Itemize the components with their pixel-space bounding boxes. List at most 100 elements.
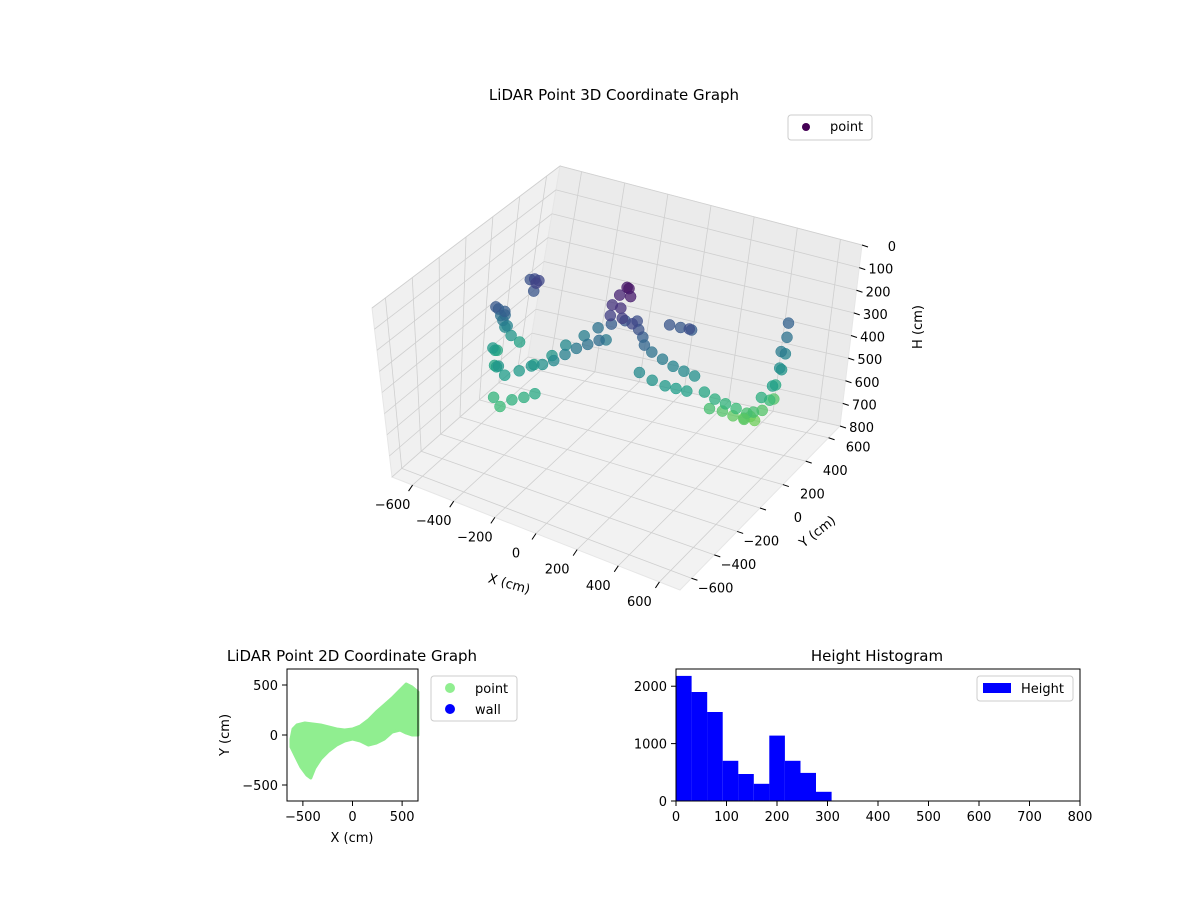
chart-3d-floor-gridline-y (479, 399, 783, 485)
chart-hist-bar (753, 783, 770, 801)
chart-3d-back-gridline-z (543, 261, 852, 336)
chart-3d-left-gridline-z (384, 285, 541, 414)
chart-3d-point (547, 354, 560, 367)
chart-3d-point (525, 360, 538, 372)
chart-3d-x-tick (449, 500, 455, 508)
chart-3d-point (688, 370, 701, 382)
chart-3d-point (646, 374, 658, 387)
chart-hist-bar (800, 772, 816, 801)
chart-3d-point (766, 380, 779, 392)
chart-3d-y-ticks: −600 −400 −200 0 200 400 600 (691, 437, 871, 596)
chart-3d-zlabel: H (cm) (911, 305, 926, 349)
chart-3d-z-tick (850, 335, 858, 338)
chart-3d-floor-gridline-y (518, 365, 829, 439)
chart-3d-title: LiDAR Point 3D Coordinate Graph (489, 86, 739, 104)
chart-3d-z-tick-label: 300 (863, 308, 888, 323)
chart-hist-x-tick-label: 400 (866, 810, 891, 825)
chart-3d-z-tick-label: 100 (868, 263, 893, 278)
chart-3d-point (681, 385, 693, 397)
chart-3d-z-tick (839, 425, 847, 429)
chart-hist-x-tick-label: 100 (714, 810, 739, 825)
chart-2d-ylabel: Y (cm) (218, 714, 233, 757)
chart-hist-x-tick-label: 700 (1017, 810, 1042, 825)
chart-hist-x-ticks: 0 100 200 300 400 500 600 700 800 (672, 801, 1092, 825)
chart-3d-z-tick (861, 244, 869, 248)
chart-3d-left-gridline-z (376, 213, 553, 351)
chart-3d-x-tick (408, 484, 413, 492)
chart-3d-left-gridline-z (371, 165, 561, 309)
chart-3d-x-tick-label: 600 (627, 595, 652, 610)
chart-3d-point (775, 345, 787, 358)
chart-3d-scatter: LiDAR Point 3D Coordinate Graph −600 −400… (371, 86, 926, 610)
chart-3d-x-tick-label: −200 (457, 530, 493, 545)
chart-hist-bar (738, 774, 754, 801)
chart-height-histogram: Height Histogram 0 100 200 300 400 500 600 700 8… (634, 647, 1093, 825)
chart-hist-x-tick-label: 600 (967, 810, 992, 825)
chart-3d-z-tick-label: 500 (857, 353, 882, 368)
chart-3d-point (755, 391, 768, 404)
chart-3d-x-tick-label: −600 (375, 498, 411, 513)
chart-3d-legend-marker (802, 123, 810, 131)
chart-3d-point (494, 400, 506, 413)
chart-3d-point (646, 346, 658, 358)
chart-3d-point (633, 366, 646, 379)
chart-3d-y-tick (759, 507, 767, 511)
chart-hist-y-ticks: 0 1000 2000 (634, 680, 676, 810)
chart-3d-point (616, 312, 629, 325)
chart-hist-bar (722, 760, 739, 801)
chart-hist-y-tick-label: 0 (659, 795, 667, 810)
chart-hist-bar (769, 735, 785, 801)
chart-3d-y-tick (691, 577, 698, 581)
chart-3d-back-gridline-z (551, 213, 857, 291)
chart-hist-legend-label: Height (1021, 682, 1064, 697)
chart-2d-y-ticks: −500 0 500 (242, 679, 287, 794)
chart-3d-y-tick (782, 484, 790, 488)
chart-3d-point (667, 360, 679, 373)
chart-3d-back-gridline-z (547, 237, 854, 314)
chart-3d-point (529, 387, 541, 400)
chart-2d-x-ticks: −500 0 500 (285, 801, 415, 825)
chart-3d-z-ticks: 0 100 200 300 400 500 600 700 800 (839, 240, 896, 436)
chart-3d-point (738, 413, 750, 426)
chart-3d-y-tick-label: −600 (698, 581, 734, 596)
chart-3d-left-gridline-z (381, 261, 545, 393)
chart-3d-legend-box (787, 114, 873, 141)
chart-2d-legend-wall-label: wall (475, 703, 501, 718)
chart-2d-x-tick-label: −500 (285, 810, 321, 825)
chart-hist-x-tick-label: 300 (815, 810, 840, 825)
chart-3d-z-tick (848, 357, 855, 361)
chart-3d-y-tick-label: 600 (846, 441, 871, 456)
chart-3d-legend: point (787, 114, 873, 141)
chart-3d-x-tick-label: 0 (512, 547, 520, 562)
chart-3d-point (513, 336, 526, 348)
chart-3d-z-tick-label: 800 (849, 421, 874, 436)
chart-3d-floor-gridline-y (421, 450, 715, 556)
chart-3d-back-gridline-z (555, 189, 860, 269)
chart-3d-floor-gridline-y (498, 382, 806, 462)
chart-hist-y-tick-label: 2000 (634, 680, 667, 695)
chart-hist-title: Height Histogram (811, 647, 943, 665)
chart-3d-point (581, 338, 594, 351)
chart-3d-y-tick-label: 400 (823, 464, 848, 479)
chart-2d-legend-point-marker (445, 683, 455, 693)
chart-3d-floor-gridline-y (459, 416, 761, 509)
chart-3d-point (638, 339, 651, 351)
chart-2d-legend-point-label: point (475, 682, 508, 697)
chart-hist-y-tick-label: 1000 (634, 738, 667, 753)
chart-hist-bar (784, 760, 801, 801)
chart-3d-point (487, 391, 500, 404)
chart-2d-y-tick-label: 500 (253, 679, 278, 694)
chart-3d-point (781, 331, 793, 344)
chart-3d-x-tick (572, 549, 578, 556)
chart-3d-point (659, 380, 671, 392)
chart-3d-point (530, 277, 542, 289)
chart-3d-point (506, 394, 518, 406)
chart-3d-x-ticks: −600 −400 −200 0 200 400 600 (375, 484, 660, 610)
chart-hist-bar (707, 712, 723, 801)
chart-3d-floor-gridline-y (401, 468, 692, 579)
chart-2d-plot-area (289, 682, 420, 780)
chart-3d-y-tick (828, 437, 835, 441)
chart-3d-y-tick-label: −400 (721, 558, 757, 573)
chart-3d-point (703, 402, 716, 415)
chart-2d-xlabel: X (cm) (331, 831, 374, 846)
